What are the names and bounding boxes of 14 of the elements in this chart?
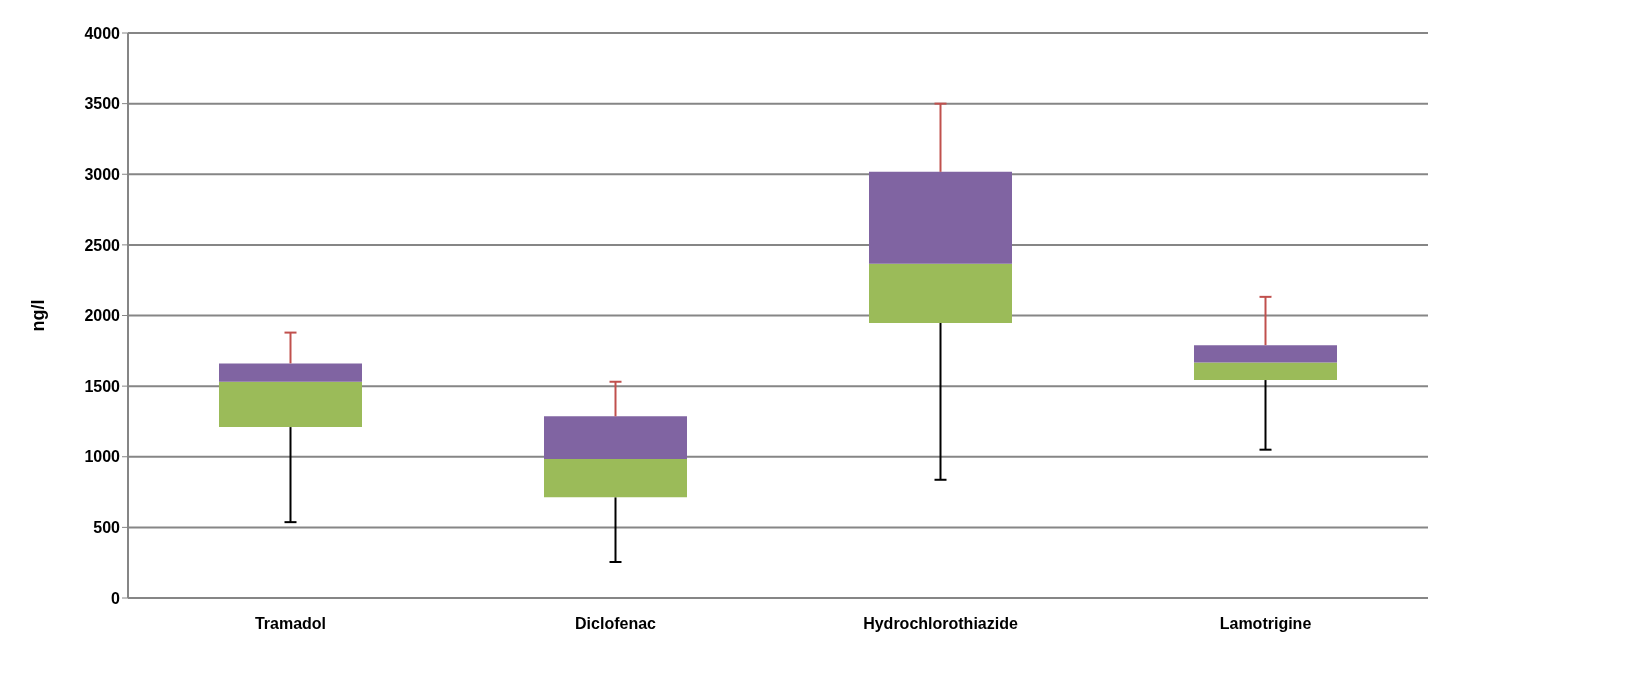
x-tick-label: Hydrochlorothiazide (863, 615, 1018, 633)
x-tick-label: Lamotrigine (1219, 615, 1312, 633)
y-tick-label: 3500 (84, 95, 121, 113)
x-tick-label: Tramadol (254, 615, 327, 633)
y-tick-label: 2500 (84, 236, 121, 254)
x-tick-label: Diclofenac (575, 615, 657, 633)
y-tick-label: 1000 (84, 448, 121, 466)
y-axis-title: ng/l (28, 299, 49, 332)
y-tick-label: 500 (93, 519, 121, 537)
y-tick-label: 4000 (84, 24, 121, 42)
y-tick-label: 3000 (84, 165, 121, 183)
y-tick-label: 2000 (84, 307, 121, 325)
y-tick-label: 1500 (84, 377, 121, 395)
y-tick-label: 0 (111, 589, 121, 607)
